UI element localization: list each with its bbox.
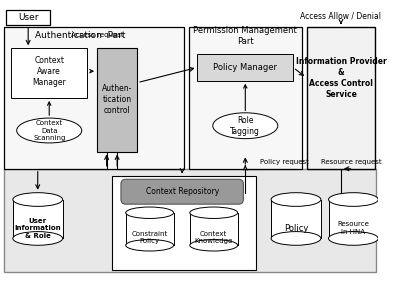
Text: Context
Aware
Manager: Context Aware Manager: [32, 55, 66, 87]
Text: Policy Manager: Policy Manager: [213, 63, 277, 72]
Text: Context
Knowledge: Context Knowledge: [195, 231, 233, 245]
Ellipse shape: [126, 240, 174, 251]
Ellipse shape: [17, 118, 82, 143]
Text: Context
Data
Scanning: Context Data Scanning: [33, 120, 65, 141]
Ellipse shape: [190, 207, 238, 218]
Bar: [271, 200, 321, 239]
Text: User: User: [18, 13, 39, 22]
Ellipse shape: [190, 240, 238, 251]
Text: Policy request: Policy request: [260, 159, 309, 165]
Bar: [190, 213, 238, 245]
Ellipse shape: [271, 231, 321, 245]
Text: Access request: Access request: [71, 32, 124, 38]
Ellipse shape: [329, 193, 378, 206]
Text: Access Allow / Denial: Access Allow / Denial: [301, 11, 381, 20]
Ellipse shape: [13, 231, 63, 245]
Bar: [11, 48, 87, 98]
Text: Authen-
tication
control: Authen- tication control: [102, 84, 132, 115]
Bar: [13, 200, 63, 239]
Bar: [197, 54, 293, 81]
Bar: [97, 48, 137, 151]
Ellipse shape: [126, 207, 174, 218]
Bar: [4, 169, 376, 272]
Text: Resource request: Resource request: [321, 159, 381, 165]
Ellipse shape: [213, 113, 278, 139]
Bar: [189, 27, 302, 169]
Bar: [4, 27, 184, 169]
Text: Authentication  Part: Authentication Part: [35, 31, 125, 40]
Text: User
Information
& Role: User Information & Role: [15, 218, 61, 239]
Bar: [6, 10, 50, 25]
Bar: [126, 213, 174, 245]
Bar: [112, 176, 256, 270]
Ellipse shape: [13, 193, 63, 206]
Bar: [329, 200, 378, 239]
FancyBboxPatch shape: [121, 179, 243, 204]
Ellipse shape: [329, 231, 378, 245]
Bar: [307, 27, 375, 169]
Text: Policy: Policy: [284, 224, 308, 233]
Text: Information Provider
&
Access Control
Service: Information Provider & Access Control Se…: [296, 57, 387, 99]
Text: Role
Tagging: Role Tagging: [230, 116, 260, 136]
Text: Constraint
Policy: Constraint Policy: [132, 231, 168, 245]
Text: Resource
In HNA: Resource In HNA: [337, 221, 369, 235]
Ellipse shape: [271, 193, 321, 206]
Text: Context Repository: Context Repository: [145, 187, 219, 196]
Text: Permission Management
Part: Permission Management Part: [193, 26, 297, 46]
